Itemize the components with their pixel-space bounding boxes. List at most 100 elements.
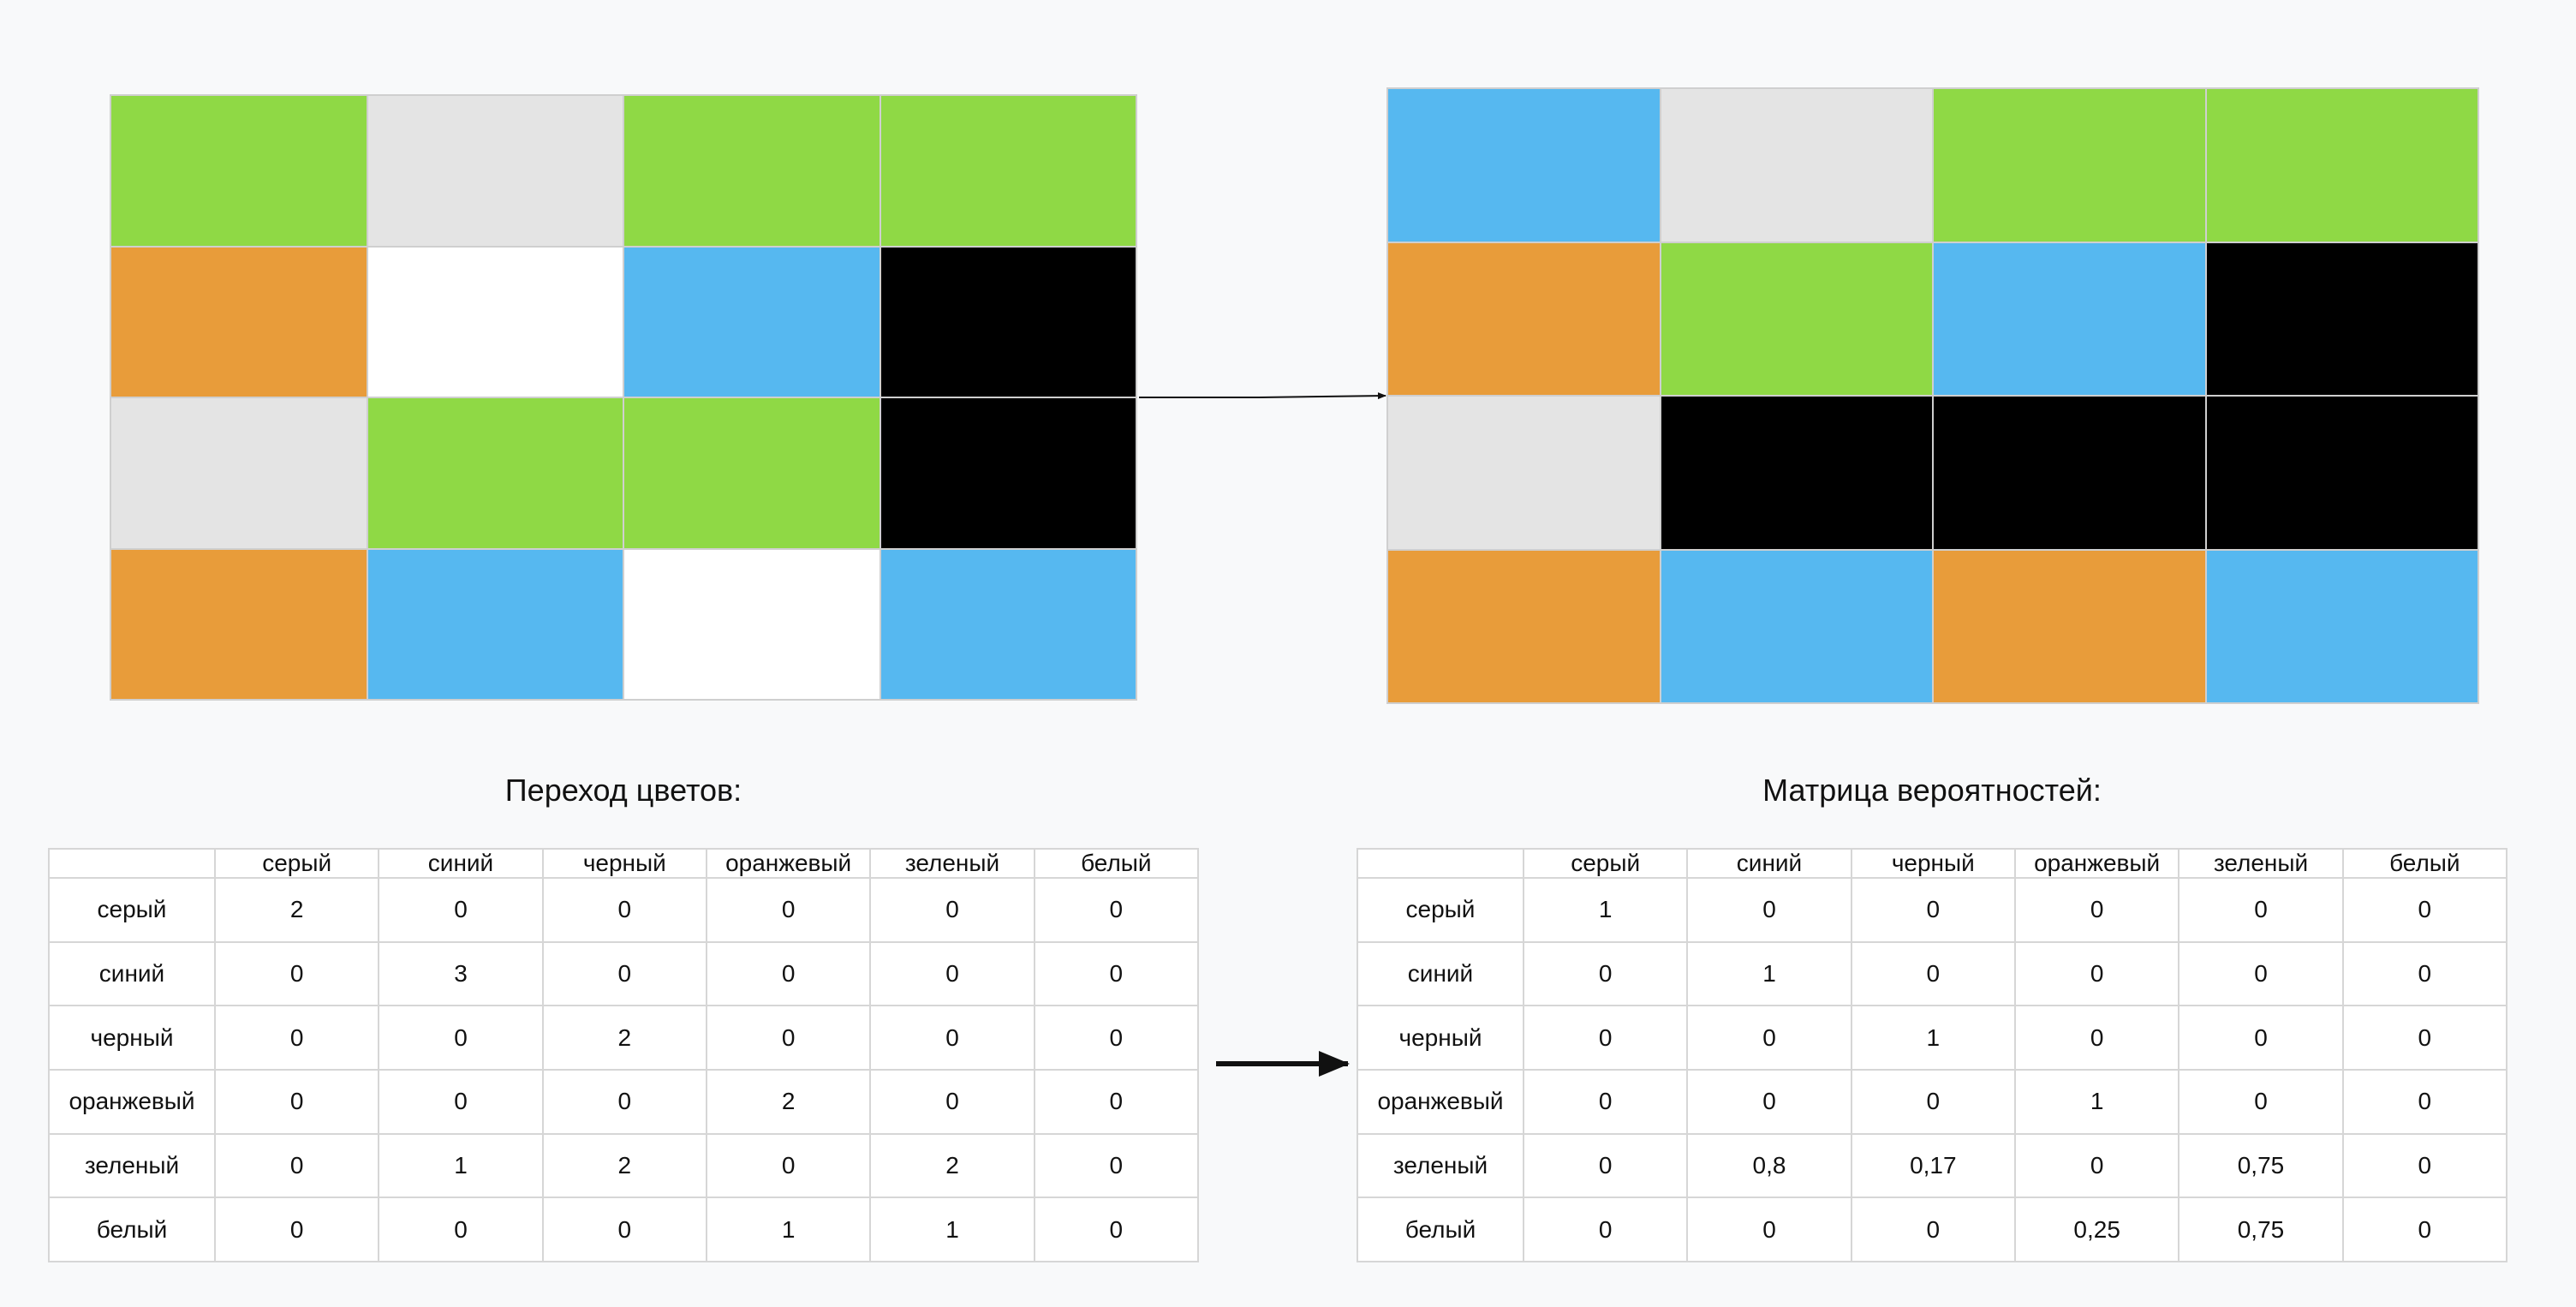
table-cell: 0 [1686, 1068, 1852, 1135]
row-header: зеленый [1357, 1132, 1524, 1199]
column-header: зеленый [869, 848, 1035, 879]
table-cell: 0 [1522, 1132, 1689, 1199]
table-row: белый 0 0 0 0,25 0,75 0 [1357, 1197, 2508, 1262]
row-header: серый [48, 877, 216, 943]
color-cell-orange [111, 247, 367, 397]
table-cell: 1 [1686, 940, 1852, 1007]
color-cell-white [624, 549, 880, 699]
table-cell: 0 [2013, 1132, 2180, 1199]
table-row: оранжевый 0 0 0 2 0 0 [48, 1068, 1200, 1135]
column-header: белый [1033, 848, 1200, 879]
column-header: черный [1850, 848, 2016, 879]
column-header: синий [1686, 848, 1852, 879]
corner-cell [1357, 848, 1524, 879]
color-cell-black [1934, 397, 2205, 549]
color-cell-gray [111, 398, 367, 548]
table-cell: 0 [1850, 1197, 2016, 1262]
color-cell-green [624, 398, 880, 548]
table-cell: 0,75 [2178, 1132, 2344, 1199]
color-cell-orange [1388, 242, 1660, 395]
transition-table: серый синий черный оранжевый зеленый белый се… [48, 848, 1200, 1262]
table-cell: 0 [1850, 877, 2016, 943]
color-cell-green [880, 96, 1136, 246]
color-cell-green [624, 96, 880, 246]
table-cell: 0,17 [1850, 1132, 2016, 1199]
column-header: серый [1522, 848, 1689, 879]
table-cell: 0 [2341, 1005, 2508, 1071]
column-header: зеленый [2178, 848, 2344, 879]
color-cell-blue [624, 247, 880, 397]
color-cell-blue [1388, 89, 1660, 242]
table-row: черный 0 0 2 0 0 0 [48, 1005, 1200, 1071]
table-cell: 0 [213, 1068, 380, 1135]
table-cell: 0,75 [2178, 1197, 2344, 1262]
table-cell: 0 [1522, 1068, 1689, 1135]
table-cell: 0 [213, 940, 380, 1007]
column-header: синий [378, 848, 544, 879]
color-cell-blue [1934, 242, 2205, 395]
column-header: серый [213, 848, 380, 879]
color-cell-gray [367, 96, 623, 246]
column-header: белый [2341, 848, 2508, 879]
row-header: оранжевый [48, 1068, 216, 1135]
table-cell: 0 [213, 1132, 380, 1199]
table-cell: 0 [869, 1068, 1035, 1135]
table-cell: 0 [2178, 877, 2344, 943]
probability-table-title: Матрица вероятностей: [1762, 773, 2102, 808]
table-cell: 2 [705, 1068, 872, 1135]
transition-table-title: Переход цветов: [504, 773, 742, 808]
table-row: зеленый 0 0,8 0,17 0 0,75 0 [1357, 1132, 2508, 1199]
target-color-grid [1386, 87, 2479, 704]
table-row: синий 0 3 0 0 0 0 [48, 940, 1200, 1007]
table-cell: 0 [1033, 1132, 1200, 1199]
color-cell-blue [367, 549, 623, 699]
table-cell: 0 [705, 1005, 872, 1071]
grid-transition-arrow [1139, 392, 1386, 400]
column-header: оранжевый [2013, 848, 2180, 879]
table-cell: 0 [869, 1005, 1035, 1071]
table-cell: 0 [2013, 877, 2180, 943]
table-cell: 0 [213, 1197, 380, 1262]
table-row: белый 0 0 0 1 1 0 [48, 1197, 1200, 1262]
table-cell: 0 [378, 1068, 544, 1135]
table-cell: 1 [1850, 1005, 2016, 1071]
table-row: черный 0 0 1 0 0 0 [1357, 1005, 2508, 1071]
color-cell-black [2206, 397, 2478, 549]
table-cell: 0 [869, 877, 1035, 943]
table-row: синий 0 1 0 0 0 0 [1357, 940, 2508, 1007]
table-cell: 0 [1686, 1197, 1852, 1262]
table-cell: 0 [1033, 1005, 1200, 1071]
table-row: оранжевый 0 0 0 1 0 0 [1357, 1068, 2508, 1135]
table-header-row: серый синий черный оранжевый зеленый белый [1357, 848, 2508, 879]
table-cell: 3 [378, 940, 544, 1007]
table-cell: 1 [378, 1132, 544, 1199]
color-cell-black [2206, 242, 2478, 395]
table-cell: 2 [213, 877, 380, 943]
color-cell-green [111, 96, 367, 246]
row-header: синий [1357, 940, 1524, 1007]
table-cell: 0 [705, 940, 872, 1007]
color-cell-green [1661, 242, 1932, 395]
table-cell: 0 [1686, 877, 1852, 943]
row-header: черный [48, 1005, 216, 1071]
table-cell: 0 [705, 1132, 872, 1199]
color-cell-orange [1388, 550, 1660, 702]
table-cell: 0 [1033, 1197, 1200, 1262]
table-cell: 0 [541, 1068, 707, 1135]
color-cell-green [367, 398, 623, 548]
table-cell: 0 [2178, 1068, 2344, 1135]
table-cell: 0 [2341, 877, 2508, 943]
table-cell: 0 [541, 877, 707, 943]
table-cell: 0 [1522, 1005, 1689, 1071]
table-cell: 0 [1033, 877, 1200, 943]
row-header: серый [1357, 877, 1524, 943]
color-cell-orange [1934, 550, 2205, 702]
probability-table: серый синий черный оранжевый зеленый белый се… [1357, 848, 2508, 1262]
table-cell: 0 [2013, 940, 2180, 1007]
table-cell: 0 [1686, 1005, 1852, 1071]
table-header-row: серый синий черный оранжевый зеленый белый [48, 848, 1200, 879]
table-cell: 2 [541, 1005, 707, 1071]
color-cell-white [367, 247, 623, 397]
color-cell-black [1661, 397, 1932, 549]
table-cell: 0,8 [1686, 1132, 1852, 1199]
